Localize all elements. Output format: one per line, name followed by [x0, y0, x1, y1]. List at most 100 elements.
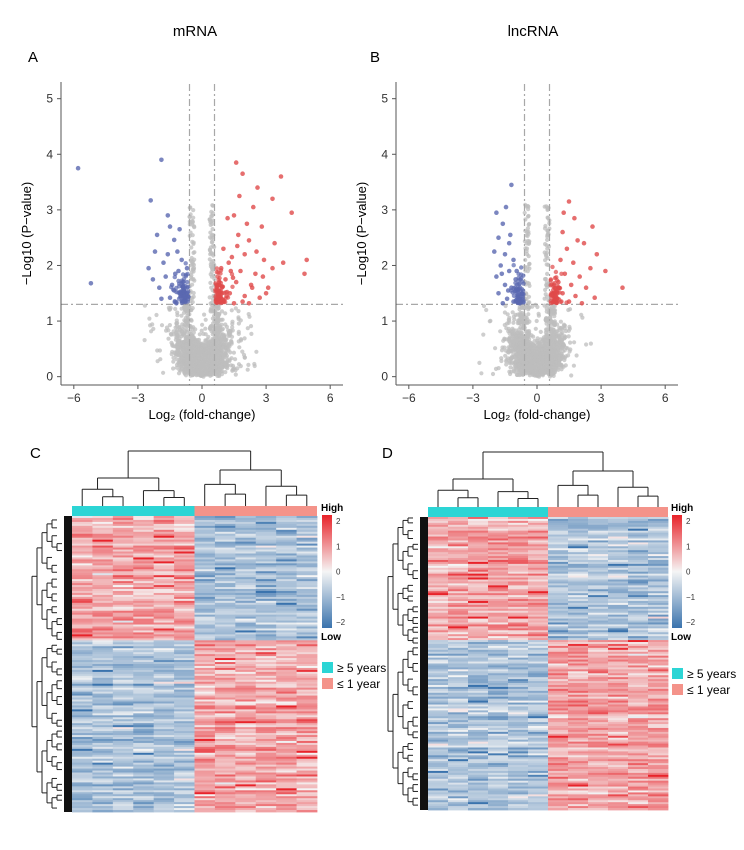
background-point — [191, 250, 196, 255]
background-point — [563, 363, 568, 368]
background-point — [167, 323, 172, 328]
background-point — [191, 330, 196, 335]
background-point — [479, 371, 484, 376]
up-regulated-point — [246, 301, 252, 306]
up-regulated-point — [230, 284, 235, 289]
background-point — [562, 326, 567, 331]
background-point — [210, 336, 215, 342]
background-point — [567, 324, 572, 329]
background-point — [536, 311, 541, 316]
down-regulated-point — [165, 252, 171, 257]
background-point — [527, 261, 532, 267]
background-point — [254, 349, 259, 354]
background-point — [552, 321, 557, 326]
down-regulated-point — [180, 279, 186, 285]
background-point — [512, 347, 517, 352]
up-regulated-point — [230, 275, 236, 281]
background-point — [219, 352, 224, 357]
background-point — [527, 283, 532, 288]
background-point — [542, 369, 547, 374]
background-point — [214, 321, 219, 326]
background-point — [179, 334, 184, 339]
background-point — [183, 329, 188, 334]
background-point — [208, 230, 213, 235]
background-point — [147, 316, 152, 321]
up-regulated-point — [260, 274, 266, 279]
background-point — [210, 227, 215, 232]
background-point — [559, 338, 565, 343]
down-regulated-point — [75, 165, 81, 171]
background-point — [207, 348, 213, 353]
background-point — [142, 338, 147, 343]
down-regulated-point — [178, 293, 183, 299]
background-point — [169, 332, 174, 337]
background-point — [216, 335, 222, 340]
down-regulated-point — [171, 288, 177, 293]
up-regulated-point — [278, 174, 284, 179]
background-point — [174, 321, 179, 326]
up-regulated-point — [246, 238, 252, 243]
background-point — [504, 326, 509, 331]
background-point — [493, 346, 498, 351]
background-point — [216, 368, 221, 373]
background-point — [204, 368, 209, 373]
background-point — [526, 229, 531, 234]
up-regulated-point — [240, 171, 245, 176]
down-regulated-point — [185, 279, 190, 285]
background-point — [584, 342, 589, 347]
background-point — [540, 355, 545, 360]
background-point — [238, 337, 244, 342]
up-regulated-point — [289, 210, 295, 215]
background-point — [175, 310, 180, 315]
down-regulated-point — [150, 277, 156, 282]
background-point — [174, 357, 179, 362]
y-tick-label: 3 — [46, 203, 53, 217]
down-regulated-point — [163, 274, 168, 279]
background-point — [523, 257, 528, 263]
background-point — [558, 319, 564, 324]
x-tick-label: 0 — [199, 391, 206, 405]
background-point — [220, 317, 225, 322]
up-regulated-point — [280, 260, 286, 266]
background-point — [224, 345, 229, 350]
down-regulated-point — [157, 285, 162, 291]
background-point — [249, 331, 254, 336]
background-point — [246, 312, 251, 317]
background-point — [178, 368, 183, 373]
background-point — [187, 214, 192, 219]
up-regulated-point — [254, 249, 259, 254]
up-regulated-point — [272, 240, 277, 246]
background-point — [209, 270, 214, 275]
background-point — [217, 373, 222, 379]
up-regulated-point — [259, 224, 265, 229]
background-point — [171, 344, 176, 349]
background-point — [531, 334, 536, 339]
background-point — [192, 278, 197, 283]
y-tick-label: 5 — [46, 92, 53, 106]
background-point — [225, 363, 231, 368]
background-point — [228, 331, 233, 336]
background-point — [525, 269, 530, 274]
down-regulated-point — [177, 227, 182, 232]
background-point — [214, 341, 219, 346]
background-point — [248, 324, 254, 329]
background-point — [242, 336, 247, 341]
up-regulated-point — [249, 285, 255, 291]
up-regulated-point — [218, 265, 224, 271]
down-regulated-point — [152, 249, 158, 254]
down-regulated-point — [181, 283, 186, 288]
background-point — [155, 359, 160, 364]
panel-b-letter: B — [370, 49, 380, 66]
up-regulated-point — [265, 285, 271, 291]
down-regulated-point — [177, 281, 182, 286]
up-regulated-point — [238, 268, 243, 274]
background-point — [517, 330, 522, 335]
background-point — [183, 315, 188, 321]
background-point — [517, 320, 522, 325]
background-point — [524, 249, 529, 254]
background-point — [542, 250, 547, 255]
panel-d-letter: D — [382, 445, 393, 462]
up-regulated-point — [235, 243, 240, 249]
background-point-cloud — [477, 202, 594, 379]
background-point — [574, 353, 579, 358]
